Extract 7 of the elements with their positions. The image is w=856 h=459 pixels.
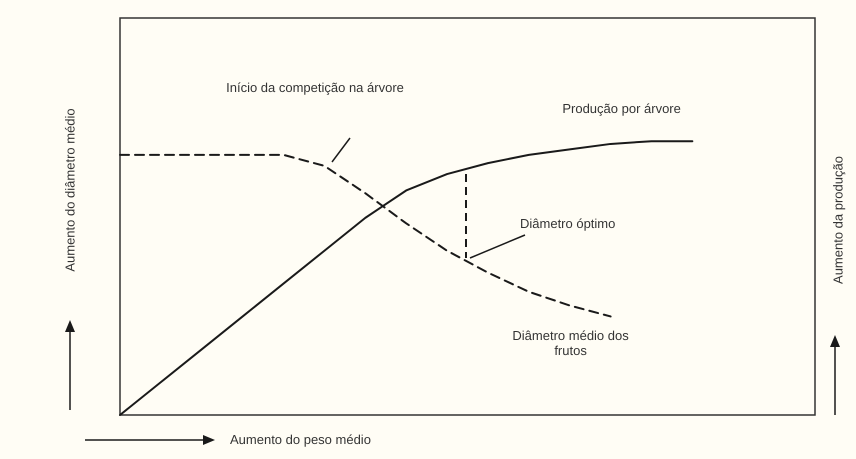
series-label: Diâmetro médio dos frutos — [511, 328, 630, 358]
y-axis-title: Aumento do diâmetro médio — [62, 108, 78, 272]
series-label: Produção por árvore — [562, 101, 681, 116]
x-axis-title: Aumento do peso médio — [230, 432, 371, 447]
text: Início da competição na árvore — [225, 80, 405, 95]
y2-axis-title: Aumento da produção — [830, 156, 846, 284]
annotation: Diâmetro óptimo — [520, 216, 616, 231]
